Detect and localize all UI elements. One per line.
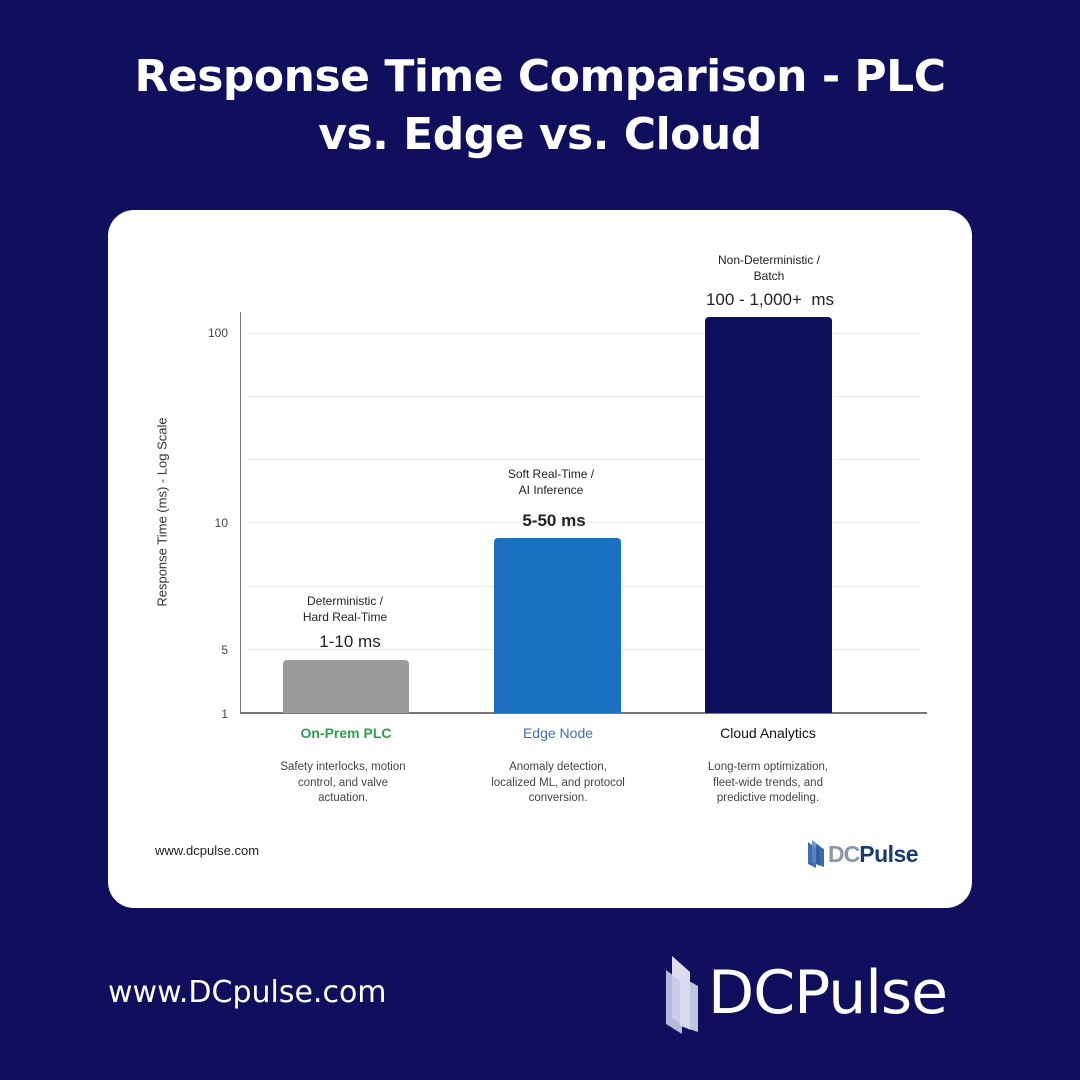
y-axis-line [240, 312, 241, 713]
x-label-edge: Edge Node [522, 725, 594, 741]
gridline [248, 459, 920, 460]
logo-pulse-text: Pulse [859, 840, 919, 867]
x-label-cloud: Cloud Analytics [720, 725, 816, 741]
y-tick-5: 5 [221, 643, 228, 657]
bar-range-cloud: 100 - 1,000+ ms [705, 290, 835, 309]
description-line: conversion. [528, 792, 588, 804]
description-edge: Anomaly detection, localized ML, and pro… [458, 760, 658, 807]
y-tick-1: 1 [221, 707, 228, 721]
bar-range-edge: 5-50 ms [522, 511, 586, 530]
bar-plc [283, 660, 409, 713]
y-axis-label: Response Time (ms) - Log Scale [154, 417, 170, 607]
footer-url[interactable]: www.DCpulse.com [108, 975, 387, 1010]
annotation-line: Hard Real-Time [302, 610, 388, 624]
title-line-1: Response Time Comparison - PLC [134, 51, 946, 102]
description-line: Long-term optimization, [707, 761, 829, 773]
title-line-2: vs. Edge vs. Cloud [318, 109, 762, 160]
description-line: Safety interlocks, motion [280, 761, 406, 773]
footer-logo: DCPulse [664, 948, 948, 1038]
gridline [248, 333, 920, 334]
gridline [248, 396, 920, 397]
annotation-line: Soft Real-Time / [507, 467, 595, 481]
annotation-line: Batch [753, 269, 785, 283]
x-label-plc: On-Prem PLC [300, 725, 392, 741]
logo-dc-text: DC [828, 840, 860, 867]
description-line: Anomaly detection, [509, 761, 607, 773]
y-tick-10: 10 [214, 516, 228, 530]
annotation-line: AI Inference [518, 483, 584, 497]
footer-logo-text: DCPulse [708, 958, 948, 1028]
annotation-line: Deterministic / [306, 594, 383, 608]
y-tick-100: 100 [207, 326, 228, 340]
card-logo: DC Pulse [806, 838, 919, 870]
bar-annotation-plc: Deterministic / Hard Real-Time [245, 593, 445, 625]
page-title: Response Time Comparison - PLC vs. Edge … [0, 48, 1080, 164]
bar-annotation-edge: Soft Real-Time / AI Inference [451, 466, 651, 498]
description-line: control, and valve [297, 776, 389, 789]
annotation-line: Non-Deterministic / [717, 253, 821, 267]
description-line: localized ML, and protocol [491, 776, 625, 789]
description-cloud: Long-term optimization, fleet-wide trend… [668, 760, 868, 807]
bar-edge [494, 538, 621, 713]
description-line: predictive modeling. [716, 792, 820, 804]
gridline [248, 522, 920, 523]
bar-cloud [705, 317, 832, 713]
bar-annotation-cloud: Non-Deterministic / Batch [669, 252, 869, 284]
dcpulse-logo-icon [808, 840, 824, 868]
description-line: actuation. [318, 792, 368, 804]
card-url[interactable]: www.dcpulse.com [155, 843, 260, 858]
description-plc: Safety interlocks, motion control, and v… [243, 760, 443, 807]
bar-range-plc: 1-10 ms [319, 632, 381, 651]
description-line: fleet-wide trends, and [713, 776, 823, 789]
dcpulse-logo-icon [666, 956, 698, 1034]
